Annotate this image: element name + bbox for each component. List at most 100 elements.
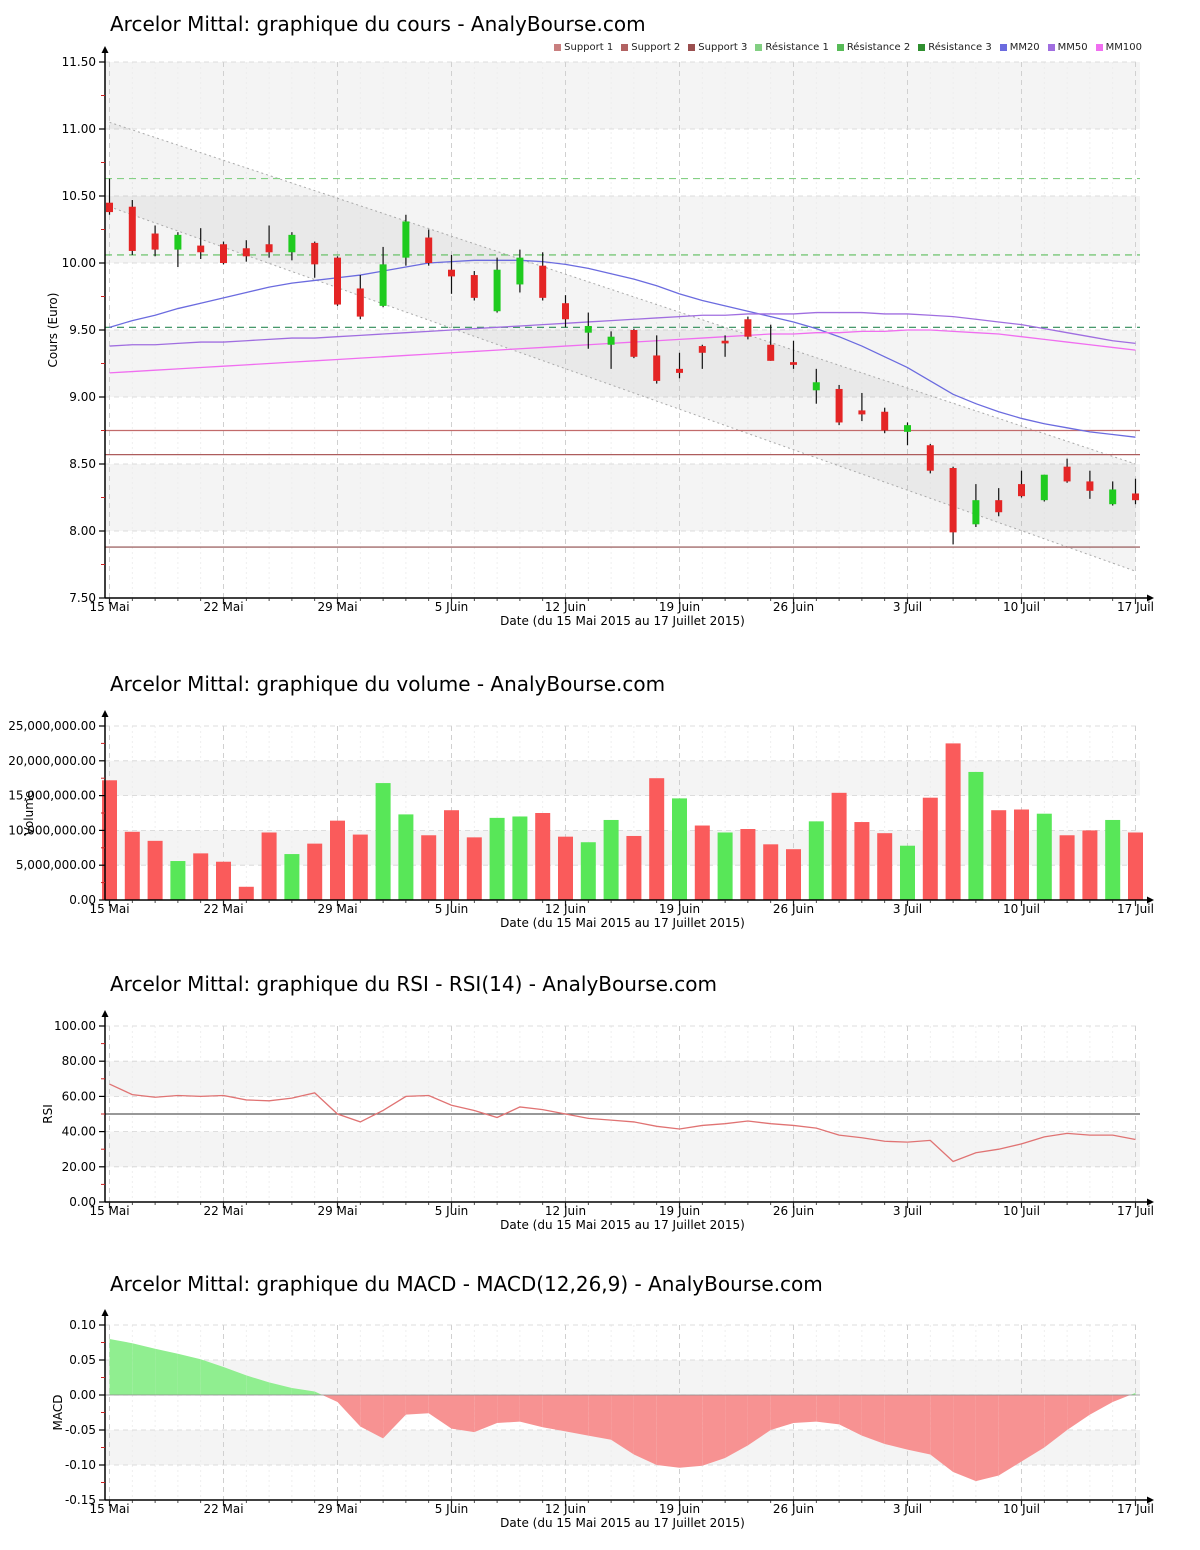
candle <box>220 244 227 263</box>
volume-chart-title: Arcelor Mittal: graphique du volume - An… <box>110 672 666 696</box>
legend-swatch-icon <box>918 44 926 51</box>
volume-bar <box>238 886 254 900</box>
candle <box>858 410 866 415</box>
volume-bar <box>284 854 300 900</box>
x-tick-label: 3 Juil <box>893 1502 922 1516</box>
x-tick-label: 3 Juil <box>893 600 922 614</box>
macd-area <box>109 1339 1136 1482</box>
volume-bar <box>945 743 961 900</box>
y-tick-label: -0.15 <box>65 1493 96 1507</box>
y-tick-label: 9.50 <box>69 323 96 337</box>
x-tick-label: 5 Juin <box>435 1502 469 1516</box>
volume-bar <box>580 842 596 900</box>
y-tick-label: 20,000,000.00 <box>8 754 96 768</box>
x-tick-label: 12 Juin <box>545 902 586 916</box>
x-tick-label: 17 Juil <box>1117 902 1154 916</box>
candle <box>1132 493 1139 501</box>
volume-bars <box>102 743 1143 900</box>
y-tick-label: 0.05 <box>69 1353 96 1367</box>
x-tick-label: 26 Juin <box>773 600 814 614</box>
legend-label: Résistance 2 <box>846 42 911 53</box>
candle <box>379 264 387 306</box>
candle <box>584 325 592 333</box>
y-tick-label: -0.05 <box>65 1423 96 1437</box>
volume-bar <box>1082 830 1098 900</box>
volume-bar <box>786 849 801 900</box>
y-tick-label: 20.00 <box>62 1160 96 1174</box>
legend-item-résistance-2: Résistance 2 <box>836 42 911 53</box>
x-tick-label: 12 Juin <box>545 1502 586 1516</box>
x-tick-label: 10 Juil <box>1003 1204 1040 1218</box>
x-tick-label: 17 Juil <box>1117 1204 1154 1218</box>
y-tick-label: 100.00 <box>54 1019 96 1033</box>
y-tick-label: 10,000,000.00 <box>8 823 96 837</box>
legend-swatch-icon <box>1095 44 1103 51</box>
candle <box>516 257 524 285</box>
y-tick-label: 10.00 <box>62 256 96 270</box>
volume-bar <box>854 822 870 900</box>
x-tick-label: 22 Mai <box>203 1502 243 1516</box>
x-tick-label: 26 Juin <box>773 1502 814 1516</box>
x-tick-label: 22 Mai <box>203 1204 243 1218</box>
volume-bar <box>922 797 938 900</box>
volume-bar <box>261 832 277 900</box>
x-tick-label: 29 Mai <box>317 902 357 916</box>
candle <box>265 244 273 253</box>
x-axis-title: Date (du 15 Mai 2015 au 17 Juillet 2015) <box>500 1516 745 1530</box>
volume-bar <box>694 825 710 900</box>
candle <box>448 269 455 277</box>
candle <box>425 237 433 263</box>
x-tick-label: 22 Mai <box>203 600 243 614</box>
price-chart-legend: Support 1 Support 2 Support 3 Résistance 1 R… <box>554 42 1142 53</box>
legend-swatch-icon <box>999 44 1007 51</box>
volume-bar <box>626 835 642 900</box>
candle <box>334 257 341 305</box>
legend-label: Support 3 <box>698 42 748 53</box>
x-axis-arrow-icon <box>1147 1496 1154 1504</box>
mm50-line <box>109 311 1136 347</box>
legend-label: Résistance 1 <box>765 42 829 53</box>
volume-bar <box>1014 809 1029 900</box>
volume-bar <box>466 837 482 900</box>
y-tick-label: 8.00 <box>69 524 96 538</box>
x-tick-label: 22 Mai <box>203 902 243 916</box>
axes: 7.50 8.00 8.50 9.00 9.50 10.00 10.50 11.00 11.50… <box>46 46 1154 628</box>
candle <box>698 346 706 353</box>
volume-bar <box>398 814 414 900</box>
x-tick-label: 5 Juin <box>435 902 469 916</box>
legend-swatch-icon <box>621 44 629 51</box>
y-tick-label: -0.10 <box>65 1458 96 1472</box>
y-tick-label: 5,000,000.00 <box>16 858 96 872</box>
candle <box>470 275 478 298</box>
axes: -0.15 -0.10 -0.05 0.00 0.05 0.10 15 Mai 22 Mai 2… <box>51 1309 1154 1530</box>
candle <box>904 425 911 432</box>
volume-bar <box>124 831 140 900</box>
axes: 0.00 5,000,000.00 10,000,000.00 15,000,000.… <box>8 710 1154 930</box>
line-chart: 0.00 20.00 40.00 60.00 80.00 100.00 15 Mai 22 M… <box>41 1010 1154 1232</box>
x-axis-arrow-icon <box>1147 594 1154 602</box>
volume-bar <box>900 845 915 900</box>
candles <box>106 178 1139 545</box>
candle <box>676 368 683 373</box>
legend-item-mm100: MM100 <box>1095 42 1142 53</box>
x-tick-label: 19 Juin <box>659 600 700 614</box>
rsi-chart-title: Arcelor Mittal: graphique du RSI - RSI(1… <box>110 972 717 996</box>
mm20-line <box>109 259 1136 438</box>
y-tick-label: 60.00 <box>62 1089 96 1103</box>
volume-bar <box>216 861 231 900</box>
candle <box>721 340 729 344</box>
y-tick-label: 25,000,000.00 <box>8 719 96 733</box>
y-axis-title: Cours (Euro) <box>46 293 60 368</box>
volume-bar <box>968 771 984 900</box>
x-tick-label: 5 Juin <box>435 600 469 614</box>
candle <box>926 445 934 471</box>
y-tick-label: 9.00 <box>69 390 96 404</box>
candlestick-chart: 7.50 8.00 8.50 9.00 9.50 10.00 10.50 11.00 11.50… <box>46 46 1154 628</box>
x-tick-label: 26 Juin <box>773 1204 814 1218</box>
y-axis-arrow-icon <box>101 1309 109 1316</box>
candle <box>1109 489 1117 505</box>
candle <box>767 344 775 361</box>
candle <box>949 468 957 533</box>
volume-bar <box>740 829 756 900</box>
